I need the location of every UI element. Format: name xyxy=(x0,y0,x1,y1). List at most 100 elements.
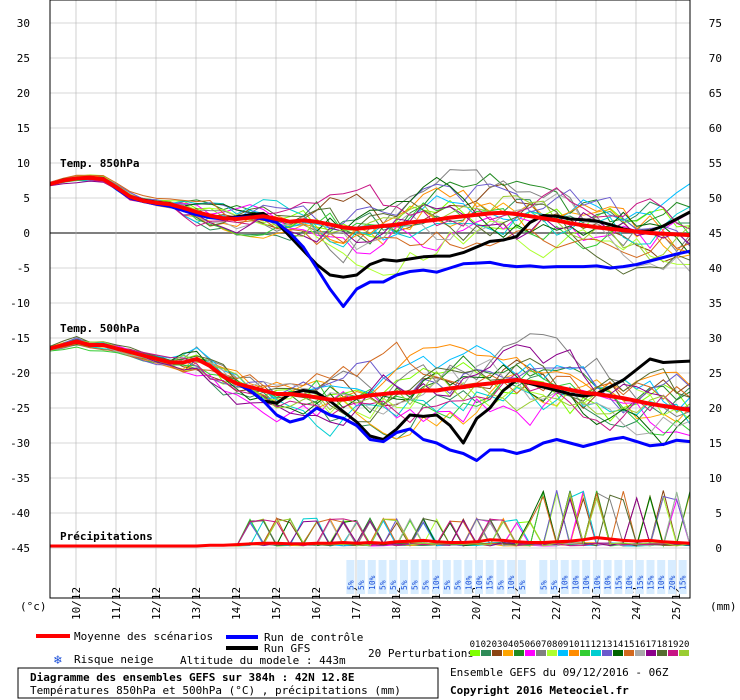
perturbation-number: 19 xyxy=(668,640,679,650)
x-tick-label: 21/12 xyxy=(510,587,523,620)
snow-risk-bg xyxy=(378,560,387,594)
perturbation-t850-line xyxy=(49,177,690,241)
snow-risk-label: 5% xyxy=(518,580,527,590)
snow-risk-bg xyxy=(399,560,408,594)
snow-risk-cell: 15% xyxy=(614,560,623,594)
snow-risk-label: 15% xyxy=(646,575,655,590)
perturbation-number: 10 xyxy=(569,640,580,650)
perturbation-swatch xyxy=(481,650,491,656)
snow-risk-label: 10% xyxy=(625,575,634,590)
y-left-tick: -30 xyxy=(10,437,30,450)
snow-risk-cell: 10% xyxy=(367,560,377,594)
y-right-tick: 65 xyxy=(709,87,722,100)
snow-risk-bg xyxy=(453,560,462,594)
perturbation-number: 07 xyxy=(536,640,547,650)
legend-mean-label: Moyenne des scénarios xyxy=(74,630,213,643)
snow-risk-bg xyxy=(571,560,580,594)
perturbation-number: 12 xyxy=(591,640,602,650)
snow-risk-cell: 10% xyxy=(582,560,591,594)
x-axis: 10/12 11/12 12/12 13/12 14/12 15/12 16/12 17/12… xyxy=(70,587,683,620)
snow-risk-bg xyxy=(357,560,366,594)
snow-risk-cell: 5% xyxy=(442,560,452,594)
perturbation-number: 11 xyxy=(580,640,591,650)
perturbation-t500-line xyxy=(49,337,691,414)
snow-risk-bg xyxy=(442,560,451,594)
footer-run: Ensemble GEFS du 09/12/2016 - 06Z xyxy=(450,666,669,679)
legend: Moyenne des scénarios Run de contrôle Ru… xyxy=(36,630,689,668)
perturbation-number: 03 xyxy=(492,640,503,650)
y-right-tick: 10 xyxy=(709,472,722,485)
snow-risk-label: 15% xyxy=(636,575,645,590)
y-right-tick: 60 xyxy=(709,122,722,135)
perturbation-swatch xyxy=(591,650,601,656)
y-right-tick: 75 xyxy=(709,17,722,30)
snow-risk-cell: 10% xyxy=(625,560,634,594)
perturbation-swatch xyxy=(635,650,645,656)
perturbation-number: 18 xyxy=(657,640,668,650)
snow-risk-cell: 10% xyxy=(507,560,516,594)
y-right-tick: 70 xyxy=(709,52,722,65)
perturbation-number: 17 xyxy=(646,640,657,650)
snow-risk-label: 5% xyxy=(400,580,409,590)
snow-risk-label: 15% xyxy=(679,575,688,590)
perturbation-number: 01 xyxy=(470,640,481,650)
y-left-tick: 20 xyxy=(17,87,30,100)
snow-risk-bg xyxy=(603,560,612,594)
snow-risk-cell: 5% xyxy=(378,560,388,594)
snow-risk-cell: 20% xyxy=(667,560,677,594)
snow-risk-label: 15% xyxy=(614,575,623,590)
x-tick-label: 16/12 xyxy=(310,587,323,620)
y-axis-left: 30 25 20 15 10 5 0 -5 -10 -15 -20 -25 -30 -35 -40 -45 xyxy=(10,17,30,555)
snow-risk-label: 5% xyxy=(411,580,420,590)
precip-mean-line xyxy=(50,536,691,548)
perturbation-number: 20 xyxy=(679,640,690,650)
perturbation-swatch xyxy=(503,650,513,656)
y-right-tick: 20 xyxy=(709,402,722,415)
perturbation-swatch xyxy=(657,650,667,656)
perturbation-number: 08 xyxy=(547,640,558,650)
snow-risk-label: 5% xyxy=(357,580,366,590)
snow-risk-label: 10% xyxy=(582,575,591,590)
perturbation-swatch xyxy=(646,650,656,656)
snow-risk-bg xyxy=(421,560,430,594)
footer-subtitle: Températures 850hPa et 500hPa (°C) , pré… xyxy=(30,684,401,697)
y-right-tick: 5 xyxy=(715,507,722,520)
perturbation-number: 15 xyxy=(624,640,635,650)
snow-risk-label: 10% xyxy=(593,575,602,590)
snow-risk-bg xyxy=(657,560,666,594)
legend-gfs-label: Run GFS xyxy=(264,642,310,655)
y-right-tick: 40 xyxy=(709,262,722,275)
snow-risk-cell: 5% xyxy=(410,560,420,594)
snow-risk-label: 5% xyxy=(443,580,452,590)
perturbation-swatch xyxy=(624,650,634,656)
snow-risk-bg xyxy=(550,560,559,594)
snow-risk-bg xyxy=(367,560,376,594)
snow-risk-cell: 5% xyxy=(550,560,559,594)
x-tick-label: 15/12 xyxy=(270,587,283,620)
snow-risk-bg xyxy=(614,560,623,594)
snow-risk-bg xyxy=(625,560,634,594)
snow-risk-cell: 10% xyxy=(571,560,580,594)
snow-risk-cell: 10% xyxy=(464,560,473,594)
y-right-tick: 35 xyxy=(709,297,722,310)
perturbation-swatch xyxy=(558,650,568,656)
snow-risk-cell: 5% xyxy=(389,560,398,594)
y-left-tick: -35 xyxy=(10,472,30,485)
snow-risk-cell: 15% xyxy=(646,560,655,594)
y-left-tick: -20 xyxy=(10,367,30,380)
snow-risk-label: 10% xyxy=(475,575,484,590)
snow-risk-label: 5% xyxy=(346,580,355,590)
snow-risk-label: 5% xyxy=(539,580,548,590)
legend-snow-label: Risque neige xyxy=(74,653,153,666)
snow-risk-label: 5% xyxy=(454,580,463,590)
y-left-tick: -10 xyxy=(10,297,30,310)
t850-mean-line xyxy=(49,175,691,238)
snow-risk-label: 5% xyxy=(389,580,398,590)
precip-label: Précipitations xyxy=(60,530,153,543)
perturbations-label: 20 Perturbations xyxy=(368,647,474,660)
perturbation-swatch xyxy=(547,650,557,656)
x-tick-label: 12/12 xyxy=(150,587,163,620)
perturbation-t500-line xyxy=(49,342,691,432)
snow-risk-label: 10% xyxy=(561,575,570,590)
